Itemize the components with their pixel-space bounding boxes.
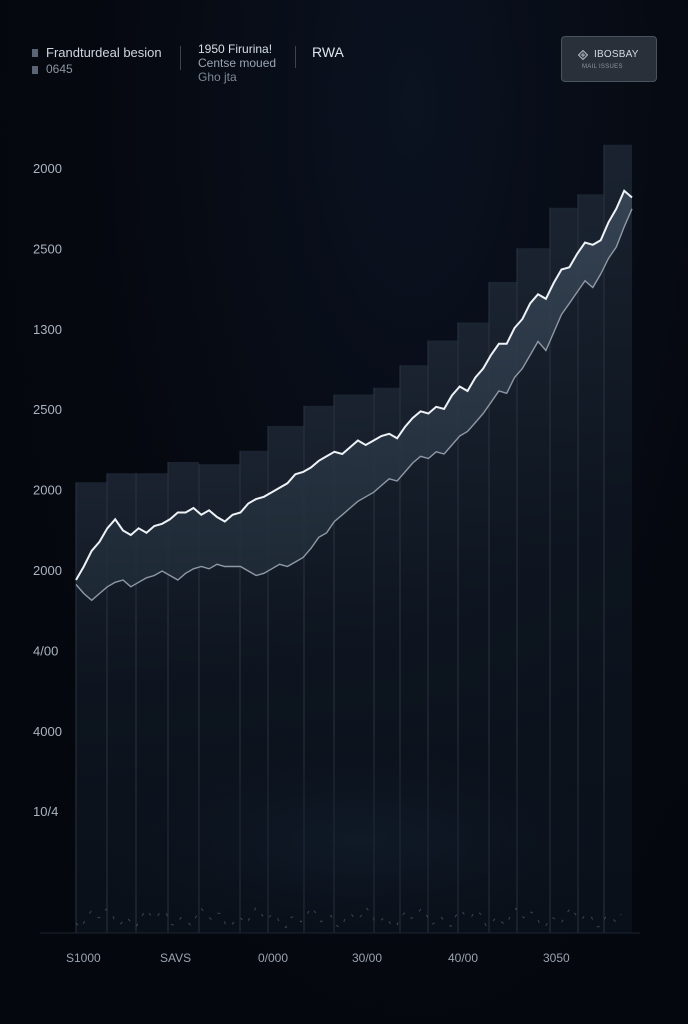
x-tick-label: SAVS xyxy=(160,951,191,965)
header-mid-title: 1950 Firurina! xyxy=(198,42,273,56)
x-tick-label: 40/00 xyxy=(448,951,478,965)
y-tick-label: 10/4 xyxy=(33,804,58,819)
legend: Frandturdeal besion 0645 xyxy=(32,44,162,78)
y-tick-label: 4000 xyxy=(33,724,62,739)
haze xyxy=(60,730,660,950)
header-mid-subtitle: Centse moued xyxy=(198,56,277,70)
badge-subtitle: MAIL ISSUES xyxy=(582,64,623,70)
y-tick-label: 1300 xyxy=(33,322,62,337)
legend-entry-primary: Frandturdeal besion xyxy=(32,44,162,61)
series-band xyxy=(76,190,632,601)
y-tick-label: 2000 xyxy=(33,161,62,176)
y-tick-label: 2500 xyxy=(33,402,62,417)
header-mid-block: 1950 Firurina! Centse moued Gho jta xyxy=(198,42,276,84)
series-line-primary xyxy=(75,189,633,581)
y-tick-label: 2000 xyxy=(33,563,62,578)
legend-swatch-primary xyxy=(32,48,38,57)
y-tick-label: 4/00 xyxy=(33,643,58,658)
bottom-noise xyxy=(75,906,622,929)
x-tick-label: 30/00 xyxy=(352,951,382,965)
series-line-secondary xyxy=(75,208,633,602)
legend-swatch-secondary xyxy=(32,65,38,74)
legend-title: Frandturdeal besion xyxy=(46,45,162,60)
chart-header: Frandturdeal besion 0645 1950 Firurina! … xyxy=(0,0,688,110)
x-axis: S1000 SAVS 0/000 30/00 40/00 3050 xyxy=(66,951,570,965)
badge-row: IBOSBAY xyxy=(577,49,639,60)
header-mid-caption: Gho jta xyxy=(198,70,237,84)
noise-squiggle xyxy=(75,906,622,929)
diamond-cross-icon xyxy=(577,49,589,60)
y-tick-label: 2000 xyxy=(33,483,62,498)
x-tick-label: 3050 xyxy=(543,951,570,965)
y-tick-label: 2500 xyxy=(33,241,62,256)
badge-label: IBOSBAY xyxy=(594,49,639,60)
legend-subtitle: 0645 xyxy=(46,62,73,76)
x-tick-label: S1000 xyxy=(66,951,101,965)
badge-button[interactable]: IBOSBAY MAIL ISSUES xyxy=(561,36,657,82)
header-divider-left xyxy=(180,46,181,70)
legend-entry-secondary: 0645 xyxy=(32,61,162,78)
header-divider-right xyxy=(295,46,296,68)
header-rwa-label: RWA xyxy=(312,44,344,60)
y-axis: 2000 2500 1300 2500 2000 2000 4/00 4000 10/4 xyxy=(33,161,62,819)
x-tick-label: 0/000 xyxy=(258,951,288,965)
